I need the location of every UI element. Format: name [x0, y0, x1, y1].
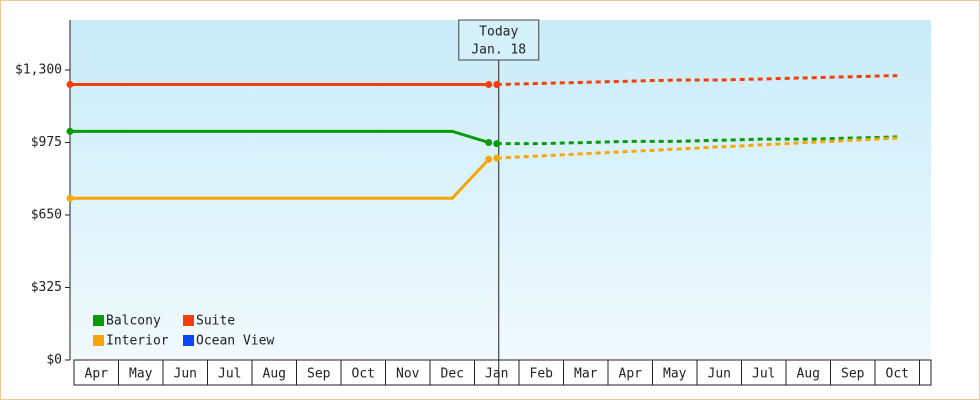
x-tick-label: Jul	[218, 367, 241, 382]
legend-swatch	[93, 335, 104, 346]
forecast-line	[496, 136, 898, 160]
price-line	[70, 129, 490, 144]
y-tick-label: $1,300	[15, 63, 62, 78]
x-tick-label: May	[129, 367, 153, 382]
x-tick-label: Mar	[574, 367, 598, 382]
price-line	[70, 158, 490, 200]
y-tick-label: $0	[46, 353, 62, 368]
x-tick-label: Jan	[485, 367, 508, 382]
x-tick-label: May	[663, 367, 687, 382]
legend-label: Balcony	[106, 314, 161, 329]
today-box	[458, 19, 540, 61]
x-tick-label: Jul	[752, 367, 775, 382]
y-tick-label: $975	[31, 135, 62, 150]
today-label: Today	[479, 25, 518, 40]
x-tick-label: Sep	[841, 367, 865, 382]
x-tick-label: Sep	[307, 367, 331, 382]
legend-swatch	[183, 335, 194, 346]
legend-label: Suite	[196, 314, 235, 329]
legend-label: Interior	[106, 334, 169, 349]
forecast-line	[496, 74, 898, 86]
x-tick-label: Jun	[708, 367, 731, 382]
today-date: Jan. 18	[471, 43, 526, 58]
x-tick-label: Apr	[85, 367, 109, 382]
plot-area	[70, 20, 931, 360]
x-tick-label: Apr	[619, 367, 643, 382]
legend-label: Ocean View	[196, 334, 274, 349]
legend-swatch	[93, 315, 104, 326]
y-tick-label: $325	[31, 280, 62, 295]
x-tick-label: Aug	[797, 367, 820, 382]
x-tick-label: Oct	[352, 367, 375, 382]
x-tick-label: Aug	[263, 367, 286, 382]
legend-swatch	[183, 315, 194, 326]
y-tick-label: $650	[31, 208, 62, 223]
x-tick-label: Dec	[441, 367, 464, 382]
forecast-line	[496, 135, 898, 146]
x-tick-label: Jun	[174, 367, 197, 382]
x-tick-label: Feb	[530, 367, 554, 382]
x-axis	[73, 359, 932, 386]
x-tick-label: Nov	[396, 367, 420, 382]
x-tick-label: Oct	[886, 367, 909, 382]
